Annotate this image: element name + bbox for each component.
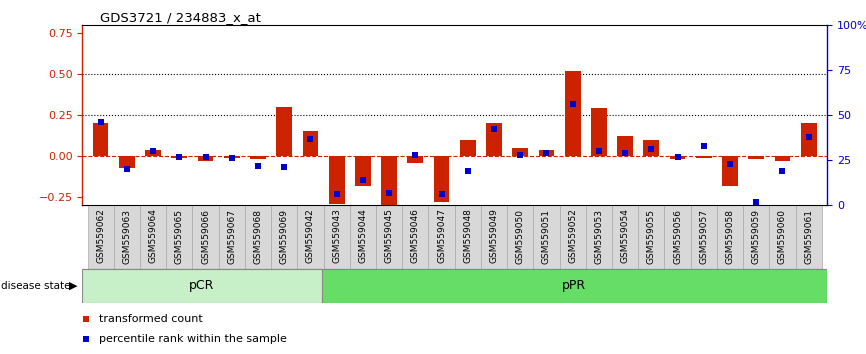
Bar	[638, 205, 664, 269]
Text: GSM559060: GSM559060	[778, 209, 787, 263]
Text: GSM559051: GSM559051	[542, 209, 551, 263]
Bar	[748, 156, 764, 159]
Text: GSM559048: GSM559048	[463, 209, 472, 263]
Text: GSM559061: GSM559061	[805, 209, 813, 263]
Bar	[302, 131, 319, 156]
Bar	[434, 156, 449, 202]
Bar	[796, 205, 822, 269]
Bar	[722, 156, 738, 185]
Bar	[297, 205, 324, 269]
Bar	[324, 205, 350, 269]
Bar	[407, 156, 423, 162]
Bar	[166, 205, 192, 269]
Bar	[192, 205, 218, 269]
Bar	[460, 140, 475, 156]
Bar	[455, 205, 481, 269]
Bar	[113, 205, 140, 269]
Text: percentile rank within the sample: percentile rank within the sample	[99, 334, 287, 344]
Bar	[250, 156, 266, 159]
Text: GSM559069: GSM559069	[280, 209, 288, 263]
Bar	[617, 136, 633, 156]
Bar	[643, 140, 659, 156]
Bar	[171, 156, 187, 158]
Bar	[276, 107, 292, 156]
Bar	[355, 156, 371, 185]
Bar	[691, 205, 717, 269]
Bar	[769, 205, 796, 269]
Bar	[513, 148, 528, 156]
Text: GSM559045: GSM559045	[385, 209, 393, 263]
Bar	[402, 205, 429, 269]
Bar	[119, 156, 135, 167]
Bar	[565, 71, 580, 156]
Bar	[381, 156, 397, 205]
Text: GSM559066: GSM559066	[201, 209, 210, 263]
Text: GSM559064: GSM559064	[149, 209, 158, 263]
Text: ▶: ▶	[69, 281, 78, 291]
Text: GSM559059: GSM559059	[752, 209, 760, 263]
Bar	[93, 123, 108, 156]
Text: pPR: pPR	[562, 279, 586, 292]
Text: GSM559065: GSM559065	[175, 209, 184, 263]
Bar	[82, 269, 321, 303]
Bar	[743, 205, 769, 269]
Text: transformed count: transformed count	[99, 314, 203, 324]
Bar	[585, 205, 612, 269]
Bar	[612, 205, 638, 269]
Bar	[774, 156, 791, 161]
Text: GSM559053: GSM559053	[594, 209, 604, 263]
Text: GSM559049: GSM559049	[489, 209, 499, 263]
Bar	[533, 205, 559, 269]
Text: GSM559067: GSM559067	[227, 209, 236, 263]
Text: GSM559050: GSM559050	[516, 209, 525, 263]
Bar	[321, 269, 827, 303]
Bar	[559, 205, 585, 269]
Bar	[591, 108, 607, 156]
Bar	[481, 205, 507, 269]
Bar	[429, 205, 455, 269]
Bar	[245, 205, 271, 269]
Text: GSM559056: GSM559056	[673, 209, 682, 263]
Text: GSM559055: GSM559055	[647, 209, 656, 263]
Bar	[140, 205, 166, 269]
Text: GSM559042: GSM559042	[306, 209, 315, 263]
Text: GSM559054: GSM559054	[621, 209, 630, 263]
Text: pCR: pCR	[190, 279, 215, 292]
Bar	[696, 156, 712, 158]
Text: GSM559047: GSM559047	[437, 209, 446, 263]
Bar	[271, 205, 297, 269]
Bar	[507, 205, 533, 269]
Text: GSM559058: GSM559058	[726, 209, 734, 263]
Text: GSM559046: GSM559046	[410, 209, 420, 263]
Text: disease state: disease state	[1, 281, 70, 291]
Bar	[376, 205, 402, 269]
Bar	[801, 123, 817, 156]
Bar	[329, 156, 345, 204]
Bar	[717, 205, 743, 269]
Text: GSM559043: GSM559043	[333, 209, 341, 263]
Bar	[669, 156, 685, 159]
Text: GSM559068: GSM559068	[254, 209, 262, 263]
Bar	[224, 156, 240, 158]
Text: GSM559063: GSM559063	[122, 209, 132, 263]
Bar	[486, 123, 502, 156]
Bar	[87, 205, 113, 269]
Bar	[350, 205, 376, 269]
Text: GSM559052: GSM559052	[568, 209, 577, 263]
Bar	[664, 205, 691, 269]
Text: GSM559044: GSM559044	[359, 209, 367, 263]
Text: GSM559062: GSM559062	[96, 209, 105, 263]
Text: GDS3721 / 234883_x_at: GDS3721 / 234883_x_at	[100, 11, 261, 24]
Bar	[218, 205, 245, 269]
Bar	[197, 156, 213, 161]
Bar	[145, 149, 161, 156]
Bar	[539, 149, 554, 156]
Text: GSM559057: GSM559057	[699, 209, 708, 263]
